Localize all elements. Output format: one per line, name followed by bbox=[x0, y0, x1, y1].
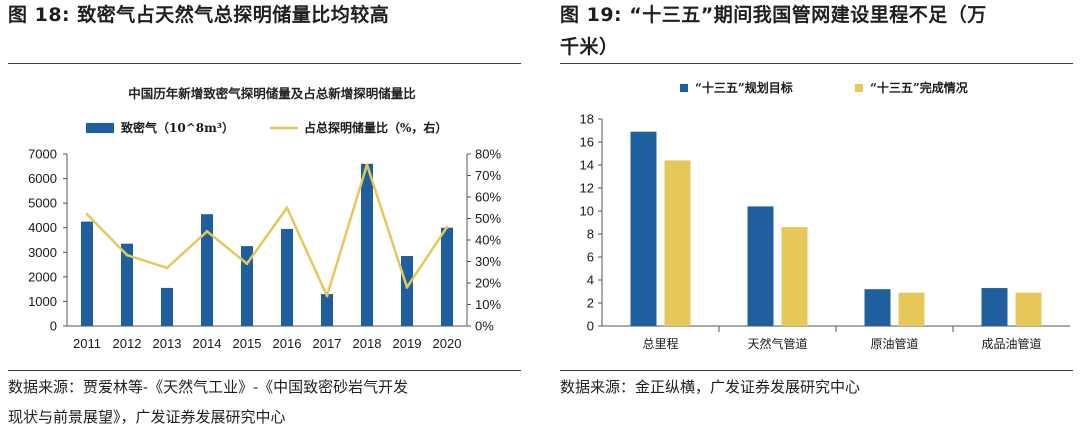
left-y2-tick-label: 40% bbox=[475, 233, 501, 248]
right-bar-天然气管道-actual bbox=[781, 227, 808, 326]
left-line-point-2013 bbox=[165, 266, 169, 270]
left-y2-tick-label: 20% bbox=[475, 276, 501, 291]
right-bar-总里程-actual bbox=[664, 160, 691, 326]
left-line-point-2016 bbox=[285, 206, 289, 210]
left-y2-tick-label: 10% bbox=[475, 297, 501, 312]
right-bottom-rule bbox=[560, 370, 1073, 371]
right-bar-成品油管道-target bbox=[981, 288, 1008, 326]
left-x-tick-label: 2014 bbox=[193, 336, 222, 351]
left-chart-title: 中国历年新增致密气探明储量及占总新增探明储量比 bbox=[128, 86, 416, 101]
right-y-tick-label: 6 bbox=[587, 250, 594, 265]
left-x-tick-label: 2015 bbox=[233, 336, 262, 351]
right-y-tick-label: 4 bbox=[587, 273, 594, 288]
left-x-tick-label: 2011 bbox=[73, 336, 101, 351]
left-line-point-2014 bbox=[205, 229, 209, 233]
left-line-point-2019 bbox=[405, 285, 409, 289]
left-bar-2018 bbox=[361, 163, 373, 326]
left-y2-tick-label: 50% bbox=[475, 211, 501, 226]
right-x-tick-label: 天然气管道 bbox=[747, 336, 807, 351]
right-legend-swatch-actual bbox=[855, 84, 863, 92]
right-bar-天然气管道-target bbox=[747, 206, 774, 326]
left-figure-title: 图 18: 致密气占天然气总探明储量比均较高 bbox=[8, 4, 390, 26]
left-x-tick-label: 2018 bbox=[353, 336, 382, 351]
right-y-tick-label: 0 bbox=[587, 319, 594, 334]
left-line-point-2020 bbox=[445, 225, 449, 229]
left-x-tick-label: 2019 bbox=[393, 336, 422, 351]
left-chart: 中国历年新增致密气探明储量及占总新增探明储量比 致密气（10^8m³） 占总探明… bbox=[28, 86, 501, 351]
left-line-point-2015 bbox=[245, 262, 249, 266]
left-y2-tick-label: 80% bbox=[475, 147, 501, 162]
left-x-tick-label: 2013 bbox=[153, 336, 182, 351]
left-line-point-2018 bbox=[365, 163, 369, 167]
right-x-tick-label: 成品油管道 bbox=[981, 336, 1041, 351]
left-bar-2015 bbox=[241, 246, 253, 326]
left-x-tick-label: 2012 bbox=[113, 336, 142, 351]
left-y2-tick-label: 60% bbox=[475, 190, 501, 205]
right-legend-label-actual: “十三五”完成情况 bbox=[870, 80, 968, 95]
right-y-tick-label: 8 bbox=[587, 227, 594, 242]
right-figure-title-line-1: 图 19: “十三五”期间我国管网建设里程不足（万 bbox=[560, 4, 987, 26]
right-bar-原油管道-target bbox=[864, 289, 891, 326]
right-y-tick-label: 12 bbox=[580, 181, 594, 196]
left-y-tick-label: 4000 bbox=[28, 220, 57, 235]
left-bar-2013 bbox=[161, 287, 173, 326]
right-bar-成品油管道-actual bbox=[1015, 292, 1042, 326]
left-x-tick-label: 2020 bbox=[433, 336, 462, 351]
right-legend-swatch-target bbox=[680, 84, 688, 92]
left-source-line-1: 数据来源：贾爱林等-《天然气工业》-《中国致密砂岩气开发 bbox=[8, 378, 409, 396]
left-top-rule bbox=[8, 63, 521, 64]
right-y-tick-label: 2 bbox=[587, 296, 594, 311]
left-bar-2017 bbox=[321, 294, 333, 326]
left-bar-2012 bbox=[121, 243, 133, 326]
left-legend-line-label: 占总探明储量比（%，右） bbox=[304, 120, 447, 135]
right-x-tick-label: 原油管道 bbox=[870, 336, 918, 351]
left-line-point-2011 bbox=[85, 212, 89, 216]
left-bar-2020 bbox=[441, 227, 453, 326]
left-bar-2014 bbox=[201, 214, 213, 326]
left-y-tick-label: 1000 bbox=[28, 294, 57, 309]
left-y-tick-label: 5000 bbox=[28, 196, 57, 211]
left-bar-2011 bbox=[81, 221, 93, 326]
left-bottom-rule bbox=[8, 370, 521, 371]
left-source-line-2: 现状与前景展望》，广发证券发展研究中心 bbox=[8, 408, 286, 426]
left-y-tick-label: 7000 bbox=[28, 147, 57, 162]
right-x-tick-label: 总里程 bbox=[642, 336, 678, 351]
left-x-tick-label: 2016 bbox=[273, 336, 302, 351]
left-bar-2016 bbox=[281, 228, 293, 326]
right-chart: “十三五”规划目标 “十三五”完成情况 0 2 4 6 8 10 12 14 16 18 总里程 天然… bbox=[580, 80, 1070, 351]
right-bar-原油管道-actual bbox=[898, 292, 925, 326]
right-y-tick-label: 16 bbox=[580, 135, 594, 150]
right-figure-title-line-2: 千米） bbox=[560, 36, 619, 58]
right-bar-总里程-target bbox=[630, 131, 657, 326]
left-line-point-2017 bbox=[325, 294, 329, 298]
left-y2-tick-label: 70% bbox=[475, 168, 501, 183]
right-legend-label-target: “十三五”规划目标 bbox=[695, 80, 793, 95]
left-y-tick-label: 6000 bbox=[28, 171, 57, 186]
right-y-tick-label: 14 bbox=[580, 158, 594, 173]
right-y-tick-label: 10 bbox=[580, 204, 594, 219]
left-y2-tick-label: 30% bbox=[475, 254, 501, 269]
left-line-point-2012 bbox=[125, 253, 129, 257]
left-y2-tick-label: 0% bbox=[475, 319, 494, 334]
left-legend-bar-swatch bbox=[86, 123, 114, 133]
left-x-tick-label: 2017 bbox=[313, 336, 342, 351]
left-y-tick-label: 0 bbox=[50, 319, 57, 334]
left-share-line bbox=[86, 163, 449, 298]
left-y-tick-label: 2000 bbox=[28, 269, 57, 284]
left-bar-2019 bbox=[401, 255, 413, 326]
left-y-tick-label: 3000 bbox=[28, 245, 57, 260]
right-y-tick-label: 18 bbox=[580, 112, 594, 127]
right-top-rule bbox=[560, 63, 1073, 64]
left-legend-bar-label: 致密气（10^8m³） bbox=[121, 120, 234, 135]
right-source-line: 数据来源：金正纵横，广发证券发展研究中心 bbox=[560, 378, 861, 396]
